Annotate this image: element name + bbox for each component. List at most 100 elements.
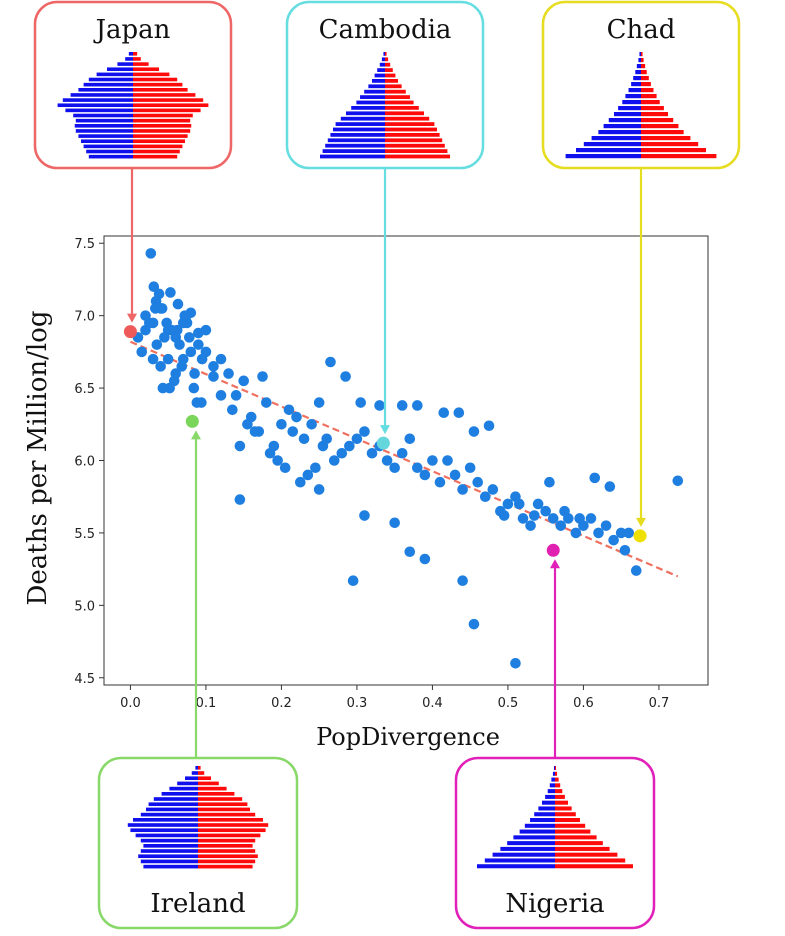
data-point xyxy=(168,375,180,387)
pyramid-bar-male xyxy=(83,82,133,87)
data-point xyxy=(468,618,480,630)
pyramid-bar-female xyxy=(133,118,191,123)
country-pyramid-boxes: Japan Cambodia Chad Ireland Nigeria xyxy=(33,0,741,930)
pyramid-bar-female xyxy=(555,783,561,788)
pyramid-bar-male xyxy=(88,77,133,82)
pyramid-bar-female xyxy=(641,70,647,75)
pyramid-bar-female xyxy=(133,139,185,144)
pyramid-bar-male xyxy=(346,111,385,116)
pyramid-bar-male xyxy=(356,100,385,105)
pyramid-bar-male xyxy=(636,64,641,69)
data-point xyxy=(306,418,317,430)
data-point xyxy=(230,390,242,401)
data-point xyxy=(234,494,246,505)
pyramid-bar-female xyxy=(385,79,398,83)
y-tick-label: 4.5 xyxy=(74,672,95,687)
data-point xyxy=(155,361,166,372)
pyramid-bar-female xyxy=(198,776,211,781)
data-point xyxy=(215,353,227,365)
data-point xyxy=(325,356,336,368)
pyramid-bar-male xyxy=(524,823,555,828)
pyramid-bar-female xyxy=(133,129,191,133)
pyramid-bar-female xyxy=(133,72,170,77)
pyramid-box-chad: Chad xyxy=(541,0,741,170)
pyramid-bar-female xyxy=(133,57,141,61)
data-point xyxy=(215,390,227,401)
pyramid-bar-male xyxy=(603,124,641,129)
pyramid-bar-male xyxy=(62,98,133,102)
pyramid-bar-male xyxy=(538,806,555,811)
pyramid-bar-male xyxy=(107,67,133,72)
highlight-points xyxy=(123,325,647,557)
pyramid-bar-male xyxy=(631,82,641,87)
pyramid-bar-male xyxy=(484,858,555,863)
data-point xyxy=(196,397,207,408)
x-tick-label: 0.7 xyxy=(649,696,670,711)
pyramid-bar-male xyxy=(513,835,555,840)
data-point xyxy=(234,440,246,452)
pyramid-bar-female xyxy=(641,136,691,141)
data-point xyxy=(389,462,400,474)
data-point xyxy=(344,440,355,452)
pyramid-bar-male xyxy=(625,94,641,99)
pyramid-bar-male xyxy=(140,838,198,843)
pyramid-bar-female xyxy=(385,100,414,105)
pyramid-bar-male xyxy=(117,62,133,66)
data-point xyxy=(570,527,582,539)
data-point xyxy=(155,303,166,314)
pyramid-bar-female xyxy=(198,828,266,833)
country-label: Cambodia xyxy=(319,15,452,45)
data-point xyxy=(176,361,188,372)
data-point xyxy=(479,491,491,503)
pyramid-bar-male xyxy=(591,136,641,141)
data-point xyxy=(457,484,468,495)
pyramid-bar-male xyxy=(576,148,641,153)
x-tick-label: 0.3 xyxy=(347,696,368,711)
pyramid-bar-female xyxy=(555,766,557,771)
pyramid-bar-female xyxy=(385,122,435,126)
data-point xyxy=(321,433,333,445)
data-point xyxy=(310,462,321,474)
pyramid-bar-female xyxy=(198,807,250,812)
country-label: Japan xyxy=(93,15,171,45)
data-point xyxy=(427,455,438,466)
pyramid-bar-female xyxy=(133,67,159,72)
data-point xyxy=(162,353,174,365)
data-point xyxy=(249,426,261,437)
x-tick-label: 0.4 xyxy=(422,696,443,711)
data-point xyxy=(555,520,567,531)
pyramid-box-ireland: Ireland xyxy=(97,756,299,930)
y-tick-label: 6.0 xyxy=(74,455,95,470)
data-point xyxy=(298,433,310,445)
callout-arrowhead xyxy=(636,517,646,527)
pyramid-bar-male xyxy=(628,88,641,93)
pyramid-bar-female xyxy=(555,864,633,869)
pyramid-bar-male xyxy=(185,776,198,781)
data-point xyxy=(359,510,370,521)
pyramid-bar-female xyxy=(555,841,603,846)
pyramid-bar-male xyxy=(374,73,385,78)
pyramid-box-japan: Japan xyxy=(33,0,233,170)
data-point xyxy=(188,382,200,394)
pyramid-bar-male xyxy=(608,118,641,123)
pyramid-bar-female xyxy=(133,144,183,149)
pyramid-bar-female xyxy=(555,829,591,834)
pyramid-bar-male xyxy=(565,154,641,159)
data-point xyxy=(396,400,408,411)
data-point xyxy=(464,462,476,474)
data-point xyxy=(438,407,450,419)
pyramid-bar-male xyxy=(320,154,385,159)
x-tick-label: 0.6 xyxy=(573,696,594,711)
pyramid-bar-male xyxy=(549,783,555,788)
pyramid-bar-male xyxy=(78,134,133,138)
pyramid-bar-female xyxy=(385,154,450,159)
data-point xyxy=(457,575,468,587)
pyramid-bar-male xyxy=(143,864,198,869)
pyramid-bar-female xyxy=(133,88,188,92)
pyramid-bar-female xyxy=(133,124,192,128)
data-point xyxy=(279,462,291,474)
pyramid-bar-female xyxy=(198,771,205,775)
data-point xyxy=(359,426,370,437)
pyramid-bar-female xyxy=(198,792,235,796)
pyramid-bar-female xyxy=(133,98,204,102)
